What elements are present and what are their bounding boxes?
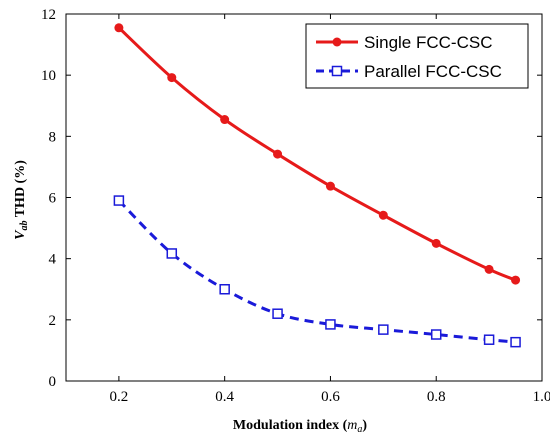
- y-tick-label: 4: [49, 252, 57, 268]
- y-tick-label: 6: [49, 191, 57, 207]
- y-tick-label: 10: [41, 68, 56, 84]
- series-line: [117, 199, 516, 344]
- x-tick-label: 0.8: [427, 389, 446, 405]
- y-tick-label: 8: [49, 129, 57, 145]
- legend: Single FCC-CSC Parallel FCC-CSC: [305, 23, 529, 89]
- y-axis-ticks: 0 2 4 6 8 10 12: [41, 7, 542, 390]
- legend-box: [305, 23, 529, 89]
- y-tick-label: 12: [41, 7, 56, 23]
- data-point: [325, 319, 336, 330]
- data-point: [220, 115, 230, 125]
- series-parallel: [113, 195, 521, 348]
- data-point: [219, 284, 230, 295]
- legend-label-parallel: Parallel FCC-CSC: [364, 62, 502, 81]
- y-axis-label: Vab THD (%): [13, 160, 30, 240]
- data-point: [166, 248, 178, 259]
- data-point: [431, 238, 441, 248]
- x-tick-label: 1.0: [533, 389, 550, 405]
- data-point: [378, 324, 389, 335]
- data-point: [167, 73, 177, 83]
- data-point: [511, 275, 521, 285]
- x-axis-label: Modulation index (ma): [233, 418, 367, 435]
- data-point: [325, 181, 335, 191]
- legend-label-single: Single FCC-CSC: [364, 33, 492, 52]
- legend-marker-single: [332, 37, 342, 47]
- series-layer: [113, 23, 521, 348]
- y-tick-label: 2: [49, 313, 57, 329]
- x-axis-ticks: 0.2 0.4 0.6 0.8 1.0: [110, 14, 550, 405]
- data-point: [430, 329, 442, 340]
- legend-marker-parallel: [331, 65, 343, 77]
- series-single: [114, 23, 521, 285]
- data-point: [114, 23, 124, 33]
- data-point: [378, 210, 388, 220]
- data-point: [483, 334, 495, 345]
- data-point: [484, 264, 494, 274]
- x-tick-label: 0.6: [321, 389, 340, 405]
- x-tick-label: 0.4: [215, 389, 234, 405]
- y-tick-label: 0: [49, 374, 57, 390]
- data-point: [113, 195, 125, 206]
- data-point: [273, 149, 283, 159]
- data-point: [510, 336, 521, 348]
- data-point: [272, 308, 283, 319]
- x-tick-label: 0.2: [110, 389, 129, 405]
